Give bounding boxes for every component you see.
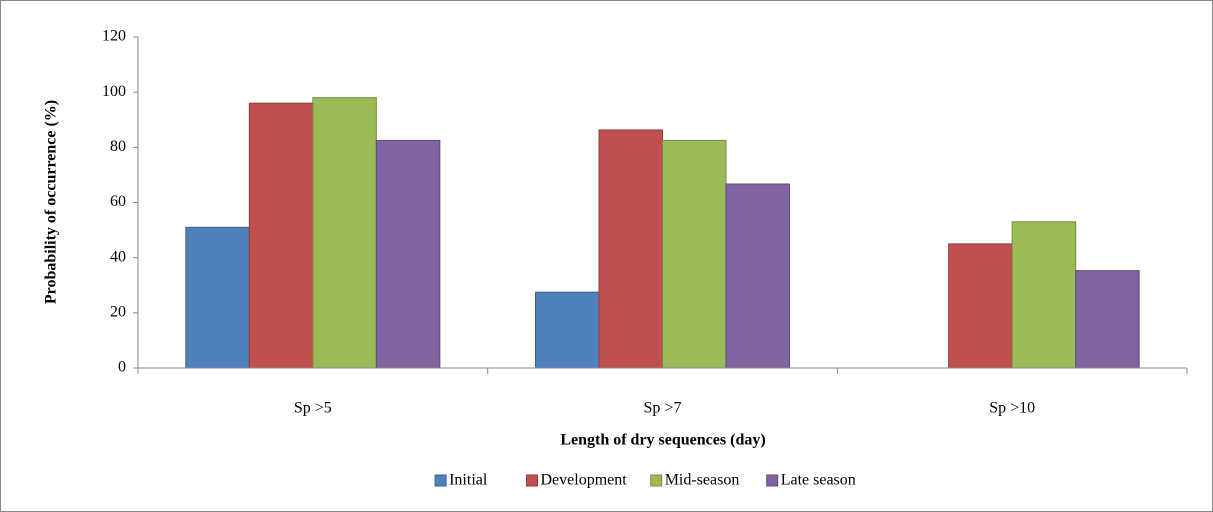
bar — [1011, 221, 1077, 369]
bar — [1075, 270, 1140, 369]
bar — [598, 129, 663, 369]
legend-label: Late season — [781, 472, 856, 489]
bar — [948, 243, 1013, 369]
legend-label: Initial — [449, 472, 488, 489]
x-tick-label: Sp >10 — [989, 400, 1035, 417]
y-tick-label: 120 — [102, 28, 126, 45]
bar — [725, 183, 790, 369]
legend-swatch — [526, 474, 538, 487]
bar — [248, 102, 314, 369]
y-tick-label: 60 — [110, 193, 126, 210]
y-tick-label: 0 — [118, 359, 126, 376]
x-tick-label: Sp >5 — [294, 400, 332, 417]
y-tick-label: 40 — [110, 248, 126, 265]
y-axis-label: Probability of occurrence (%) — [43, 100, 60, 304]
legend-swatch — [650, 474, 663, 487]
y-tick-label: 100 — [102, 83, 126, 100]
bar — [535, 291, 600, 369]
y-tick-label: 20 — [110, 304, 126, 321]
legend-label: Development — [541, 472, 628, 489]
bar — [312, 97, 377, 369]
legend-label: Mid-season — [665, 472, 740, 489]
bar — [662, 139, 727, 369]
bar — [375, 139, 441, 369]
x-tick-label: Sp >7 — [644, 400, 682, 417]
legend-swatch — [766, 474, 779, 487]
legend-swatch — [434, 474, 447, 487]
x-axis-label: Length of dry sequences (day) — [560, 432, 765, 449]
y-tick-label: 80 — [110, 138, 126, 155]
bar — [185, 226, 250, 369]
